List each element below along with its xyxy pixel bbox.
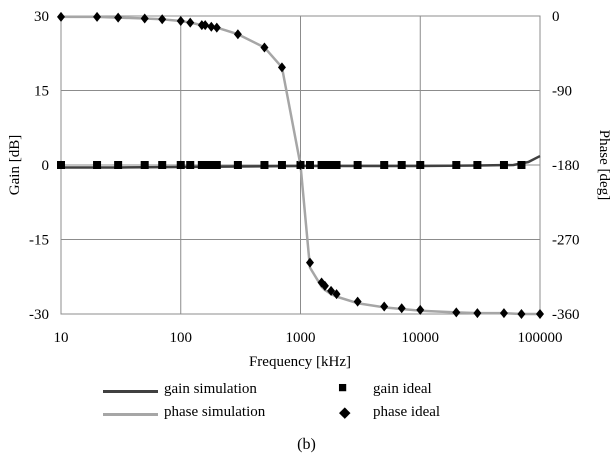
point-phase-ideal xyxy=(186,17,195,28)
point-gain-ideal xyxy=(397,161,406,169)
legend-label-phase-ideal: phase ideal xyxy=(373,404,441,420)
point-gain-ideal xyxy=(186,161,195,169)
x-tick-label: 100 xyxy=(170,330,193,346)
point-phase-ideal xyxy=(212,22,221,33)
point-phase-ideal xyxy=(353,296,362,307)
legend-swatch-phase-ideal: ◆ xyxy=(339,405,351,421)
point-phase-ideal xyxy=(158,14,167,25)
point-phase-ideal xyxy=(260,42,269,53)
y-tick-label-right: -90 xyxy=(552,84,572,100)
point-gain-ideal xyxy=(305,161,314,169)
point-phase-ideal xyxy=(201,20,210,31)
point-gain-ideal xyxy=(140,161,149,169)
point-gain-ideal xyxy=(207,161,216,169)
point-gain-ideal xyxy=(201,161,210,169)
x-tick-label: 100000 xyxy=(518,330,563,346)
y-tick-label-right: -270 xyxy=(552,233,580,249)
point-gain-ideal xyxy=(212,161,221,169)
point-gain-ideal xyxy=(277,161,286,169)
point-gain-ideal xyxy=(473,161,482,169)
y-tick-label-left: -15 xyxy=(29,233,49,249)
point-gain-ideal xyxy=(332,161,341,169)
point-gain-ideal xyxy=(176,161,185,169)
point-phase-ideal xyxy=(140,13,149,24)
x-tick-label: 1000 xyxy=(286,330,316,346)
x-tick-label: 10000 xyxy=(402,330,440,346)
point-gain-ideal xyxy=(57,161,65,169)
point-phase-ideal xyxy=(473,308,482,319)
y-tick-label-right: -360 xyxy=(552,307,580,323)
point-phase-ideal xyxy=(207,21,216,32)
point-phase-ideal xyxy=(320,280,329,291)
y-tick-label-left: 30 xyxy=(34,9,49,25)
y-tick-label-left: -30 xyxy=(29,307,49,323)
legend-swatch-gain-ideal: ■ xyxy=(338,380,348,396)
point-gain-ideal xyxy=(452,161,461,169)
point-gain-ideal xyxy=(158,161,167,169)
point-phase-ideal xyxy=(332,289,341,300)
point-phase-ideal xyxy=(452,307,461,318)
point-phase-ideal xyxy=(93,11,102,22)
point-phase-ideal xyxy=(380,301,389,312)
point-phase-ideal xyxy=(397,303,406,314)
legend-swatch-gain-simulation xyxy=(103,390,158,393)
point-phase-ideal xyxy=(57,11,65,22)
y-tick-label-left: 0 xyxy=(42,158,50,174)
point-phase-ideal xyxy=(416,304,425,315)
point-gain-ideal xyxy=(233,161,242,169)
point-phase-ideal xyxy=(114,12,123,23)
y-tick-label-right: 0 xyxy=(552,9,560,25)
point-gain-ideal xyxy=(93,161,102,169)
point-phase-ideal xyxy=(517,309,526,319)
point-phase-ideal xyxy=(233,29,242,40)
point-gain-ideal xyxy=(517,161,526,169)
y-tick-label-left: 15 xyxy=(34,84,49,100)
point-phase-ideal xyxy=(499,308,508,319)
point-gain-ideal xyxy=(380,161,389,169)
point-phase-ideal xyxy=(327,285,336,296)
point-gain-ideal xyxy=(499,161,508,169)
point-gain-ideal xyxy=(260,161,269,169)
legend-label-phase-simulation: phase simulation xyxy=(164,404,266,420)
point-phase-ideal xyxy=(277,62,286,73)
point-phase-ideal xyxy=(176,15,185,26)
legend-label-gain-ideal: gain ideal xyxy=(373,381,432,397)
legend-swatch-phase-simulation xyxy=(103,413,158,416)
y-tick-label-right: -180 xyxy=(552,158,580,174)
point-gain-ideal xyxy=(320,161,329,169)
y-axis-label-left: Gain [dB] xyxy=(7,135,23,195)
point-gain-ideal xyxy=(327,161,336,169)
point-phase-ideal xyxy=(305,257,314,268)
legend-label-gain-simulation: gain simulation xyxy=(164,381,257,397)
point-gain-ideal xyxy=(114,161,123,169)
x-axis-label: Frequency [kHz] xyxy=(249,354,351,370)
point-gain-ideal xyxy=(416,161,425,169)
figure-caption: (b) xyxy=(297,436,316,453)
x-tick-label: 10 xyxy=(54,330,69,346)
point-phase-ideal xyxy=(296,160,305,170)
series-layer xyxy=(57,11,544,319)
tick-labels: 10 100 1000 10000 100000 30 15 0 -15 -30 0 -90 -180 -… xyxy=(29,9,580,346)
y-axis-label-right: Phase [deg] xyxy=(596,130,612,200)
point-gain-ideal xyxy=(353,161,362,169)
point-phase-ideal xyxy=(536,309,544,319)
